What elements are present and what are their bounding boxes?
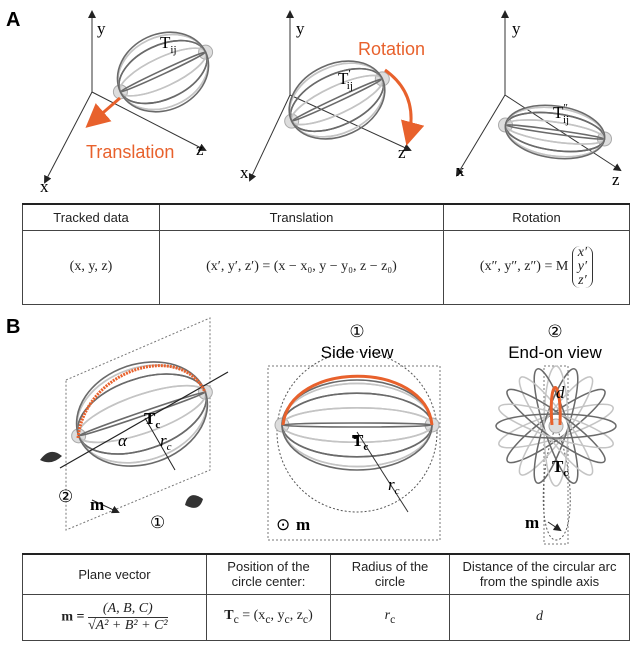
radius-label: rc <box>160 431 172 453</box>
radius-sub: c <box>167 441 172 453</box>
center-base: T <box>352 431 364 450</box>
dot-symbol: ⊙ <box>276 515 290 534</box>
point-sub: ij <box>170 44 176 56</box>
spindle-fiber <box>276 46 397 154</box>
fraction: (A, B, C)√A² + B² + C² <box>88 601 168 634</box>
vector: x′y′z′ <box>572 246 593 288</box>
component: y′ <box>578 259 587 274</box>
line <box>548 522 560 530</box>
annotation: Rotation <box>358 39 425 59</box>
header-cell: Radius of the circle <box>331 554 450 594</box>
panel-label: A <box>6 9 20 31</box>
view-marker: ② <box>58 487 73 506</box>
view-number: ② <box>547 322 562 341</box>
cell: m = (A, B, C)√A² + B² + C² <box>23 594 207 641</box>
line <box>90 98 120 124</box>
center-sub: c <box>155 419 160 431</box>
spindle-fiber <box>281 56 393 144</box>
figure-page: A y x z Tij Translation y x z T′ij Rotat… <box>0 0 637 661</box>
view-marker: ① <box>150 513 165 532</box>
cell: d <box>450 594 630 641</box>
point-sup: ′ <box>348 68 350 80</box>
axis-label: x <box>240 163 249 182</box>
axis-label: y <box>97 19 106 38</box>
part: ) <box>308 608 313 623</box>
table-a: Tracked data Translation Rotation (x, y,… <box>22 203 630 305</box>
cell: rc <box>331 594 450 641</box>
annotation: Translation <box>86 142 174 162</box>
part: = (x <box>239 608 266 623</box>
center-label: Tc <box>352 431 368 453</box>
view-title: End-on view <box>508 343 602 362</box>
numerator: (A, B, C) <box>88 601 168 618</box>
spindle-fiber <box>282 423 432 427</box>
axis-label: z <box>612 170 620 189</box>
formula: m = <box>61 609 84 624</box>
cell: (x, y, z) <box>23 230 160 305</box>
line <box>250 95 290 180</box>
cell: (x″, y″, z″) = M x′y′z′ <box>444 230 630 305</box>
spindle-fiber <box>282 383 432 466</box>
header-cell: Rotation <box>444 204 630 230</box>
center-base: T <box>144 409 156 428</box>
distance-label: d <box>556 383 565 402</box>
denominator: √A² + B² + C² <box>88 618 168 634</box>
angle-label: α <box>118 431 128 450</box>
point-label: T′ij <box>338 68 353 92</box>
header-cell: Position of the circle center: <box>207 554 331 594</box>
axis-label: z <box>196 140 204 159</box>
table-b: Plane vector Position of the circle cent… <box>22 553 630 641</box>
header-cell: Tracked data <box>23 204 160 230</box>
part: T <box>224 608 233 623</box>
vector-label: m <box>90 495 104 514</box>
line <box>45 92 92 182</box>
axis-label: x <box>40 177 49 196</box>
header-cell: Distance of the circular arc from the sp… <box>450 554 630 594</box>
spindle-fiber <box>281 56 393 144</box>
center-sub: c <box>563 467 568 479</box>
circle-path <box>543 426 570 540</box>
radius-label: rc <box>388 475 400 497</box>
center-sub: c <box>363 441 368 453</box>
component: x′ <box>578 245 587 260</box>
point-sup: ″ <box>563 102 568 114</box>
axis-label: y <box>296 19 305 38</box>
eye <box>185 495 203 508</box>
point-base: T <box>160 33 171 52</box>
cell: (x′, y′, z′) = (x − x₀, y − y₀, z − z₀) <box>160 230 444 305</box>
view-number: ① <box>349 322 364 341</box>
part: , z <box>290 608 303 623</box>
eye <box>40 452 62 462</box>
point-label: Tij <box>160 33 177 56</box>
cell: Tc = (xc, yc, zc) <box>207 594 331 641</box>
axis-label: y <box>512 19 521 38</box>
spindle-fiber <box>505 123 605 141</box>
panel-label: B <box>6 316 20 338</box>
point-sub: ij <box>347 80 353 92</box>
radius-sub: c <box>395 485 400 497</box>
vector-label: m <box>525 513 539 532</box>
part: d <box>536 609 543 624</box>
sub: c <box>390 613 395 626</box>
view-title: Side view <box>321 343 394 362</box>
header-cell: Plane vector <box>23 554 207 594</box>
axis-label: z <box>398 143 406 162</box>
axis-label: x <box>456 161 465 180</box>
center-base: T <box>552 457 564 476</box>
component: z′ <box>578 273 587 288</box>
point-sub: ij <box>563 114 569 126</box>
part: , y <box>271 608 285 623</box>
header-cell: Translation <box>160 204 444 230</box>
formula: (x″, y″, z″) = M <box>480 259 568 274</box>
vector-label: m <box>296 515 310 534</box>
